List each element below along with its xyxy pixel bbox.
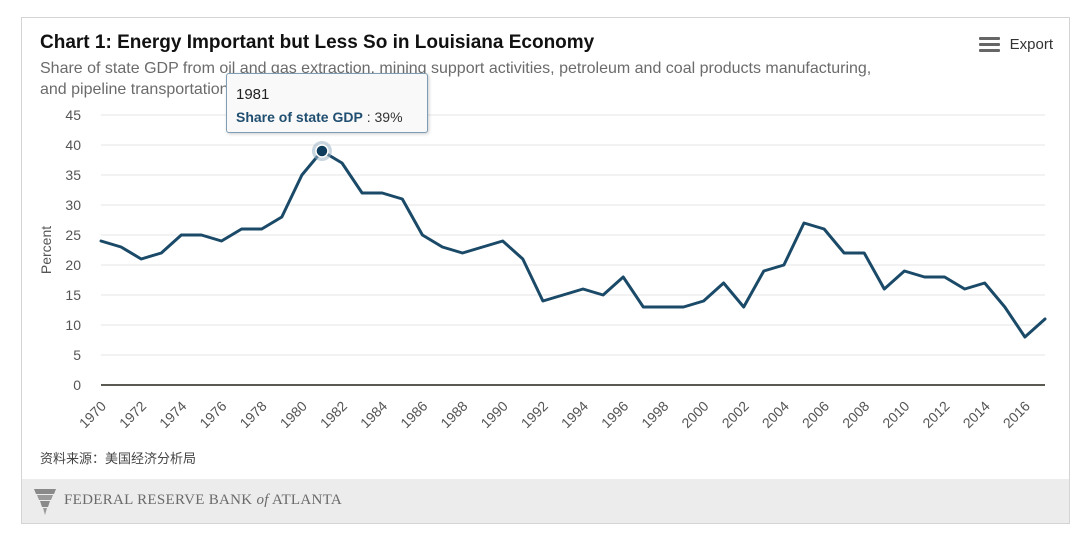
y-tick-label: 0	[73, 377, 81, 393]
export-label: Export	[1009, 36, 1053, 53]
highlight-point[interactable]	[315, 144, 329, 158]
y-axis-label: Percent	[38, 226, 54, 274]
x-tick-label: 1986	[397, 398, 430, 431]
x-tick-label: 1990	[477, 398, 510, 431]
export-button[interactable]: Export	[978, 36, 1053, 53]
footer-org-part2: ATLANTA	[268, 492, 343, 508]
x-tick-label: 1976	[196, 398, 229, 431]
data-tooltip: 1981 Share of state GDP : 39%	[226, 73, 428, 133]
x-tick-label: 2014	[960, 398, 993, 431]
x-tick-label: 1988	[437, 398, 470, 431]
tooltip-series-label: Share of state GDP	[236, 109, 363, 125]
tooltip-separator: :	[362, 109, 375, 125]
footer-org-name: FEDERAL RESERVE BANK of ATLANTA	[64, 492, 342, 509]
x-tick-label: 1994	[558, 398, 591, 431]
x-tick-label: 1972	[116, 398, 149, 431]
x-tick-label: 2016	[1000, 398, 1033, 431]
y-tick-label: 5	[73, 347, 81, 363]
federal-reserve-eagle-icon	[34, 489, 56, 515]
y-tick-label: 10	[65, 317, 81, 333]
x-tick-label: 2004	[759, 398, 792, 431]
tooltip-year: 1981	[236, 86, 270, 103]
y-tick-label: 35	[65, 167, 81, 183]
x-tick-label: 2006	[799, 398, 832, 431]
tooltip-value: 39%	[374, 109, 403, 125]
y-tick-label: 40	[65, 137, 81, 153]
series-line-share-of-state-gdp[interactable]	[99, 149, 1047, 339]
tooltip-value-line: Share of state GDP : 39%	[236, 109, 403, 125]
chart-subtitle: Share of state GDP from oil and gas extr…	[40, 60, 872, 98]
x-tick-label: 1978	[236, 398, 269, 431]
x-tick-label: 1984	[357, 398, 390, 431]
footer-bar: FEDERAL RESERVE BANK of ATLANTA	[22, 479, 1069, 523]
x-tick-label: 2000	[678, 398, 711, 431]
x-tick-label: 1982	[317, 398, 350, 431]
x-tick-label: 2010	[879, 398, 912, 431]
chart-container: Chart 1: Energy Important but Less So in…	[21, 17, 1070, 524]
footer-org-part1: FEDERAL RESERVE BANK	[64, 492, 257, 508]
x-tick-label: 1980	[277, 398, 310, 431]
x-tick-label: 2008	[839, 398, 872, 431]
menu-icon	[978, 37, 1000, 52]
x-tick-label: 1974	[156, 398, 189, 431]
y-tick-label: 25	[65, 227, 81, 243]
x-tick-label: 1970	[76, 398, 109, 431]
y-tick-label: 30	[65, 197, 81, 213]
x-tick-label: 1992	[518, 398, 551, 431]
x-tick-label: 2012	[919, 398, 952, 431]
x-tick-label: 1998	[638, 398, 671, 431]
data-source: 资料来源：美国经济分析局	[40, 452, 197, 467]
chart-title: Chart 1: Energy Important but Less So in…	[40, 32, 595, 53]
y-tick-label: 15	[65, 287, 81, 303]
footer-org-of: of	[256, 492, 269, 508]
x-tick-label: 2002	[719, 398, 752, 431]
y-tick-label: 45	[65, 107, 81, 123]
x-tick-label: 1996	[598, 398, 631, 431]
y-tick-label: 20	[65, 257, 81, 273]
